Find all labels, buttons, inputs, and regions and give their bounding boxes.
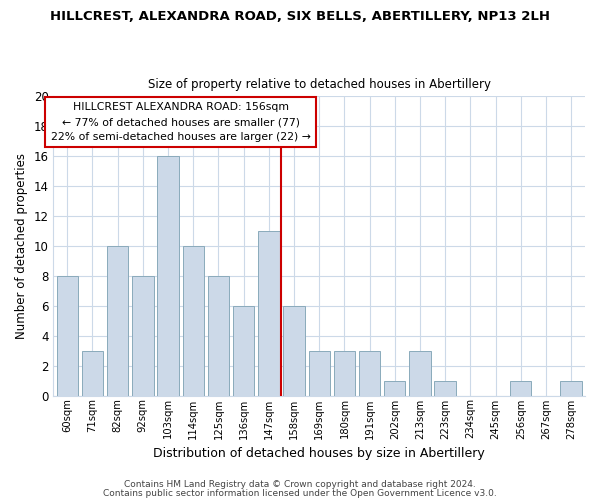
Bar [56, 276, 78, 396]
Bar [510, 380, 532, 396]
Y-axis label: Number of detached properties: Number of detached properties [15, 153, 28, 339]
Bar [258, 231, 280, 396]
Bar [132, 276, 154, 396]
Bar [384, 380, 406, 396]
Text: Contains HM Land Registry data © Crown copyright and database right 2024.: Contains HM Land Registry data © Crown c… [124, 480, 476, 489]
Bar [308, 350, 330, 396]
X-axis label: Distribution of detached houses by size in Abertillery: Distribution of detached houses by size … [154, 447, 485, 460]
Bar [233, 306, 254, 396]
Bar [409, 350, 431, 396]
Text: HILLCREST ALEXANDRA ROAD: 156sqm
← 77% of detached houses are smaller (77)
22% o: HILLCREST ALEXANDRA ROAD: 156sqm ← 77% o… [51, 102, 311, 142]
Bar [182, 246, 204, 396]
Bar [107, 246, 128, 396]
Bar [283, 306, 305, 396]
Text: Contains public sector information licensed under the Open Government Licence v3: Contains public sector information licen… [103, 488, 497, 498]
Title: Size of property relative to detached houses in Abertillery: Size of property relative to detached ho… [148, 78, 491, 91]
Bar [208, 276, 229, 396]
Bar [359, 350, 380, 396]
Bar [434, 380, 456, 396]
Bar [560, 380, 582, 396]
Text: HILLCREST, ALEXANDRA ROAD, SIX BELLS, ABERTILLERY, NP13 2LH: HILLCREST, ALEXANDRA ROAD, SIX BELLS, AB… [50, 10, 550, 23]
Bar [157, 156, 179, 396]
Bar [82, 350, 103, 396]
Bar [334, 350, 355, 396]
